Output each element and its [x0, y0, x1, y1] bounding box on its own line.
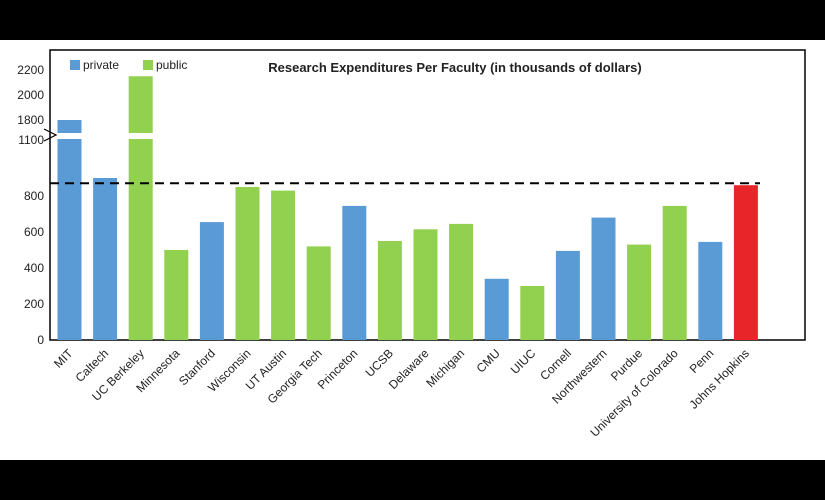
y-tick-label: 0	[37, 333, 44, 347]
x-tick-label: UCSB	[363, 346, 396, 379]
bar-wisconsin	[235, 187, 260, 340]
y-tick-label: 1100	[18, 133, 44, 147]
y-tick-label: 2200	[17, 63, 44, 77]
bar-break-gap	[56, 133, 83, 139]
chart-title: Research Expenditures Per Faculty (in th…	[268, 60, 641, 75]
y-tick-label: 2000	[17, 88, 44, 102]
bar-chart: Research Expenditures Per Faculty (in th…	[17, 49, 806, 440]
bars-group	[57, 76, 758, 340]
axis-break-markers	[43, 128, 154, 142]
bar-break-gap	[127, 133, 154, 139]
bar-northwestern	[591, 217, 616, 340]
bar-cmu	[484, 278, 509, 340]
legend-swatch-public	[143, 60, 153, 70]
bar-uiuc	[520, 286, 545, 340]
legend-label-public: public	[156, 58, 187, 72]
bar-uc-berkeley	[128, 76, 153, 340]
bar-stanford	[199, 222, 224, 340]
x-tick-label: UIUC	[508, 346, 539, 377]
y-axis-ticks: 0 200 400 600 800 1100 1800 2000 2200	[17, 63, 44, 347]
bar-michigan	[449, 223, 474, 340]
bar-cornell	[555, 250, 580, 340]
bar-georgia-tech	[306, 246, 331, 340]
bar-johns-hopkins	[733, 185, 758, 340]
legend-label-private: private	[83, 58, 119, 72]
legend-swatch-private	[70, 60, 80, 70]
x-tick-label: Penn	[687, 346, 717, 376]
bar-princeton	[342, 205, 367, 340]
bar-university-of-colorado	[662, 205, 687, 340]
bar-delaware	[413, 229, 438, 340]
y-tick-label: 200	[24, 297, 44, 311]
legend: private public	[70, 58, 187, 72]
bar-penn	[698, 241, 723, 340]
x-tick-label: CMU	[474, 346, 503, 375]
y-axis-break-icon	[43, 128, 58, 142]
y-tick-label: 600	[24, 225, 44, 239]
x-tick-label: MIT	[51, 346, 76, 371]
bar-ut-austin	[271, 190, 296, 340]
y-tick-label: 1800	[17, 113, 44, 127]
bar-purdue	[627, 244, 652, 340]
bar-mit	[57, 120, 82, 340]
x-tick-label: Michigan	[423, 346, 467, 390]
bar-ucsb	[377, 241, 402, 340]
bar-caltech	[93, 178, 118, 340]
y-tick-label: 800	[24, 189, 44, 203]
bar-minnesota	[164, 250, 189, 340]
chart-canvas: Research Expenditures Per Faculty (in th…	[0, 40, 825, 460]
y-tick-label: 400	[24, 261, 44, 275]
